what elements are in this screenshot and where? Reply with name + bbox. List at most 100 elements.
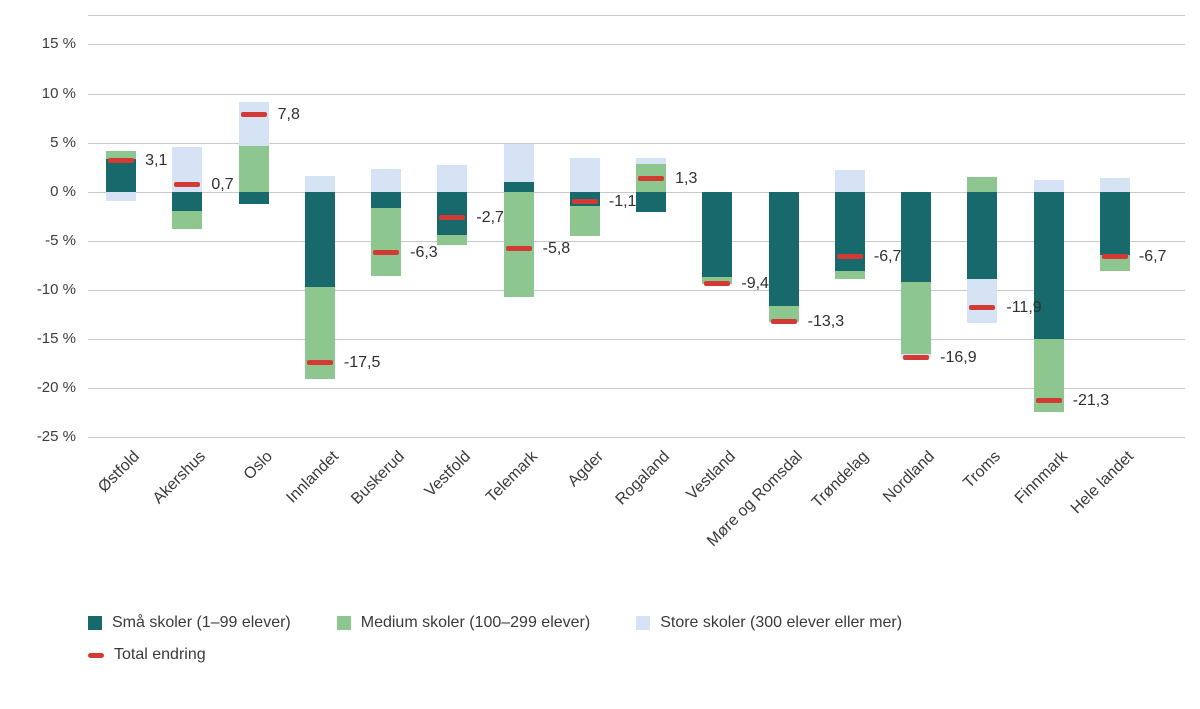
x-axis-category-label: Vestland (683, 448, 740, 504)
gridline (88, 44, 1185, 46)
bar-segment-series1 (702, 277, 733, 284)
legend-item-sma-skoler: Små skoler (1–99 elever) (88, 614, 291, 632)
bar-segment-series0 (304, 191, 335, 287)
bar-segment-series0 (238, 191, 269, 205)
legend-item-total-endring: Total endring (88, 646, 206, 664)
bar-segment-series2 (1099, 177, 1130, 192)
legend-label-total-endring: Total endring (114, 646, 206, 663)
bar-segment-series1 (834, 271, 865, 279)
legend-row-2: Total endring (88, 646, 902, 664)
gridline (88, 93, 1185, 95)
total-marker (836, 254, 863, 260)
bar-segment-series1 (569, 206, 600, 236)
bar-segment-series1 (503, 191, 534, 297)
x-axis-category-label: Østfold (95, 448, 144, 496)
bar-segment-series2 (106, 191, 137, 202)
gridline (88, 142, 1185, 144)
x-axis-category-label: Trøndelag (808, 448, 872, 512)
total-value-label: 1,3 (675, 169, 698, 187)
bar-segment-series2 (967, 278, 998, 324)
total-value-label: -21,3 (1072, 391, 1110, 409)
total-value-label: -6,7 (873, 248, 902, 266)
total-marker (1035, 397, 1062, 403)
bar-segment-series0 (1099, 191, 1130, 256)
x-axis-category-label: Troms (960, 448, 1005, 492)
y-axis-tick-label: 15 % (41, 35, 76, 53)
total-value-label: 0,7 (211, 175, 234, 193)
gridline (88, 437, 1185, 438)
bar-segment-series0 (768, 191, 799, 307)
total-value-label: -1,1 (608, 193, 637, 211)
legend-label-sma-skoler: Små skoler (1–99 elever) (112, 614, 291, 631)
total-value-label: -13,3 (807, 313, 845, 331)
gridline (88, 387, 1185, 389)
x-axis-category-label: Agder (564, 448, 607, 491)
bar-segment-series2 (834, 170, 865, 192)
total-value-label: -5,8 (542, 239, 571, 257)
legend-label-medium-skoler: Medium skoler (100–299 elever) (360, 614, 591, 631)
gridline (88, 338, 1185, 340)
bar-segment-series2 (503, 143, 534, 182)
total-marker (903, 354, 930, 360)
total-marker (373, 250, 400, 256)
total-marker (704, 280, 731, 286)
x-axis-category-label: Oslo (240, 448, 276, 484)
y-axis-tick-label: -5 % (45, 231, 76, 249)
total-marker (969, 305, 996, 311)
x-axis-category-label: Telemark (482, 448, 541, 506)
bar-segment-series0 (437, 191, 468, 235)
bar-segment-series0 (1033, 191, 1064, 339)
y-axis-tick-label: -20 % (36, 378, 76, 396)
legend-item-medium-skoler: Medium skoler (100–299 elever) (336, 614, 591, 632)
total-value-label: -6,3 (410, 244, 438, 262)
bar-segment-series1 (106, 151, 137, 160)
x-axis-category-label: Nordland (880, 448, 939, 506)
x-axis-category-label: Hele landet (1067, 448, 1137, 518)
bar-segment-series0 (834, 191, 865, 272)
legend: Små skoler (1–99 elever) Medium skoler (… (88, 614, 902, 678)
bar-segment-series0 (636, 191, 667, 213)
total-value-label: -17,5 (343, 354, 381, 372)
bar-segment-series1 (304, 286, 335, 380)
total-marker (638, 175, 665, 181)
total-value-label: 3,1 (145, 152, 168, 170)
legend-label-store-skoler: Store skoler (300 elever eller mer) (660, 614, 903, 631)
plot-top-border (88, 15, 1185, 16)
x-axis-category-label: Finnmark (1011, 448, 1071, 508)
bar-segment-series1 (371, 208, 402, 277)
bar-segment-series1 (901, 281, 932, 354)
total-value-label: -2,7 (476, 209, 504, 227)
total-marker (174, 181, 201, 187)
total-value-label: -9,4 (741, 274, 769, 292)
total-value-label: -6,7 (1138, 248, 1167, 266)
bar-segment-series2 (569, 158, 600, 192)
bar-segment-series2 (437, 165, 468, 192)
bar-segment-series0 (901, 191, 932, 282)
bar-segment-series0 (702, 191, 733, 278)
bar-segment-series2 (636, 158, 667, 165)
legend-item-store-skoler: Store skoler (300 elever eller mer) (636, 614, 902, 632)
y-axis-tick-label: 0 % (50, 182, 76, 200)
total-marker (108, 158, 135, 164)
bar-segment-series1 (172, 211, 203, 229)
bar-segment-series0 (106, 159, 137, 192)
legend-swatch-total-endring (88, 652, 104, 658)
y-axis-tick-label: 10 % (41, 84, 76, 102)
bar-segment-series2 (1033, 179, 1064, 192)
gridline (88, 240, 1185, 242)
bar-segment-series1 (768, 306, 799, 323)
x-axis-category-label: Akershus (150, 448, 210, 508)
x-axis-category-label: Innlandet (283, 448, 342, 507)
y-axis-tick-label: -10 % (36, 280, 76, 298)
bar-segment-series1 (437, 234, 468, 245)
bar-segment-series2 (238, 102, 269, 146)
bar-segment-series1 (1099, 255, 1130, 272)
bar-segment-series2 (371, 169, 402, 192)
total-value-label: -11,9 (1006, 299, 1042, 317)
legend-swatch-sma-skoler (88, 616, 102, 630)
x-axis-category-label: Vestfold (422, 448, 475, 501)
x-axis-category-label: Buskerud (348, 448, 409, 508)
y-axis-tick-label: -25 % (36, 428, 76, 445)
legend-swatch-medium-skoler (336, 616, 351, 630)
